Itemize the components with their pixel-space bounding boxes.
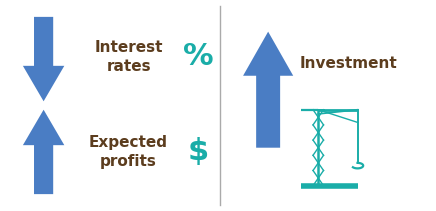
Polygon shape bbox=[23, 17, 65, 101]
Polygon shape bbox=[23, 110, 65, 194]
Text: Expected
profits: Expected profits bbox=[89, 135, 168, 169]
Text: %: % bbox=[183, 42, 214, 72]
Text: $: $ bbox=[188, 137, 209, 166]
Text: Investment: Investment bbox=[300, 56, 398, 71]
Text: Interest
rates: Interest rates bbox=[94, 40, 163, 74]
Polygon shape bbox=[243, 32, 293, 148]
